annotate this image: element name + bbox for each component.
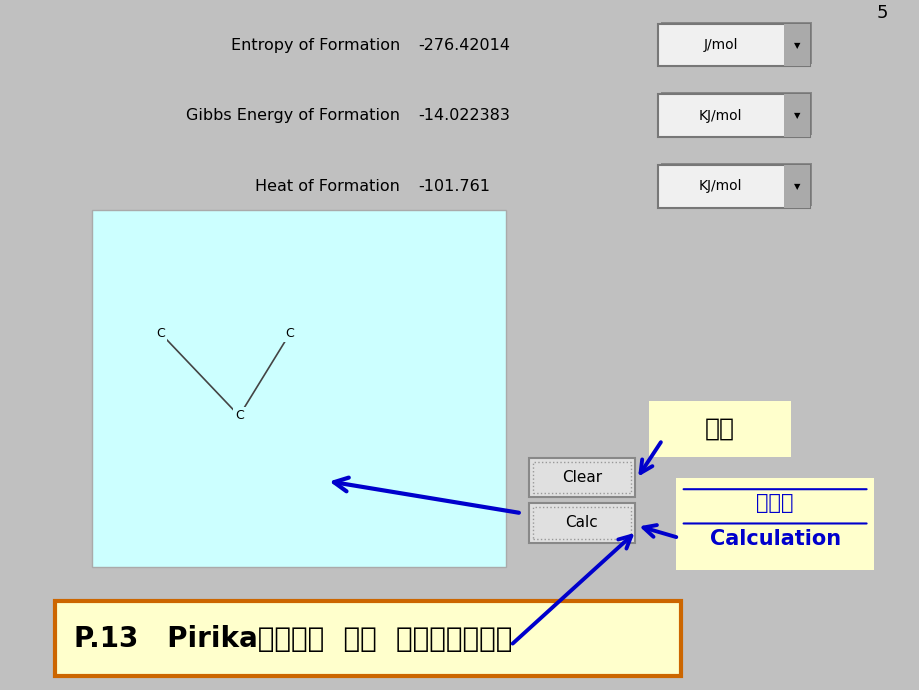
Text: C: C bbox=[234, 409, 244, 422]
Text: ▼: ▼ bbox=[792, 182, 800, 191]
Text: Heat of Formation: Heat of Formation bbox=[255, 179, 400, 194]
Text: -14.022383: -14.022383 bbox=[418, 108, 510, 124]
Text: -276.42014: -276.42014 bbox=[418, 38, 510, 52]
Text: 消去: 消去 bbox=[704, 417, 734, 441]
FancyBboxPatch shape bbox=[55, 601, 680, 676]
Text: C: C bbox=[156, 327, 165, 340]
Text: ▼: ▼ bbox=[792, 41, 800, 50]
FancyBboxPatch shape bbox=[648, 401, 790, 457]
FancyBboxPatch shape bbox=[657, 24, 809, 66]
Text: -101.761: -101.761 bbox=[418, 179, 490, 194]
Text: J/mol: J/mol bbox=[703, 38, 737, 52]
FancyBboxPatch shape bbox=[660, 163, 811, 206]
FancyBboxPatch shape bbox=[660, 22, 811, 64]
Text: Clear: Clear bbox=[562, 470, 601, 485]
Text: KJ/mol: KJ/mol bbox=[698, 109, 742, 123]
Text: Calculation: Calculation bbox=[709, 529, 840, 549]
Text: Entropy of Formation: Entropy of Formation bbox=[231, 38, 400, 52]
FancyBboxPatch shape bbox=[528, 503, 634, 542]
Text: ▼: ▼ bbox=[792, 111, 800, 120]
FancyBboxPatch shape bbox=[92, 210, 505, 566]
FancyBboxPatch shape bbox=[660, 92, 811, 135]
FancyBboxPatch shape bbox=[657, 165, 809, 208]
FancyBboxPatch shape bbox=[675, 477, 873, 570]
Text: Gibbs Energy of Formation: Gibbs Energy of Formation bbox=[186, 108, 400, 124]
Text: KJ/mol: KJ/mol bbox=[698, 179, 742, 193]
FancyBboxPatch shape bbox=[783, 24, 809, 66]
Text: C: C bbox=[285, 327, 294, 340]
Text: 5: 5 bbox=[875, 4, 887, 22]
FancyBboxPatch shape bbox=[657, 95, 809, 137]
FancyBboxPatch shape bbox=[783, 95, 809, 137]
Text: Calc: Calc bbox=[565, 515, 597, 531]
Text: P.13   Pirikaの計算用  化学  構造式パレット: P.13 Pirikaの計算用 化学 構造式パレット bbox=[74, 624, 511, 653]
FancyBboxPatch shape bbox=[783, 165, 809, 208]
FancyBboxPatch shape bbox=[528, 457, 634, 497]
Text: 計算: 計算 bbox=[755, 493, 793, 513]
